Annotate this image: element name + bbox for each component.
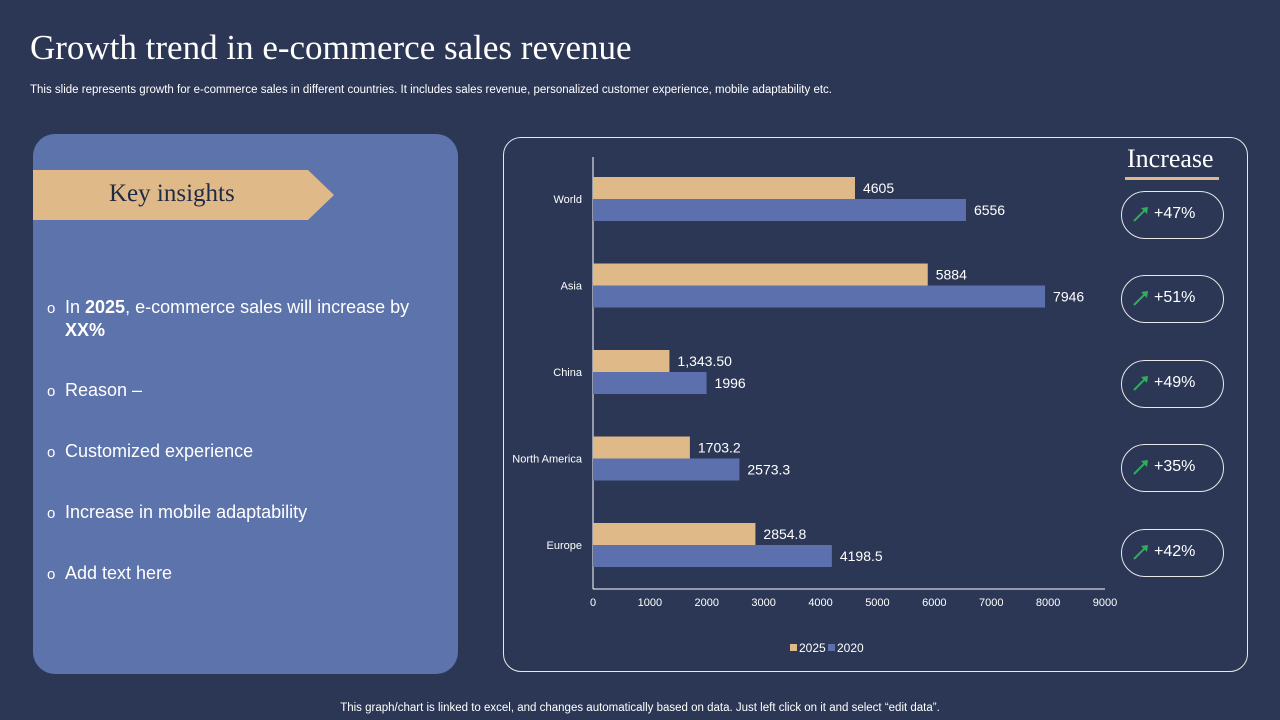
increase-pill-world: +47%	[1121, 191, 1224, 239]
y-category-label: Asia	[561, 281, 583, 293]
trend-up-icon	[1133, 460, 1148, 475]
insight-bullet-mobile: o Increase in mobile adaptability	[47, 501, 427, 524]
trend-up-icon	[1133, 291, 1148, 306]
bar-data-label: 1,343.50	[677, 353, 732, 369]
increase-pill-europe: +42%	[1121, 529, 1224, 577]
bar-data-label: 2854.8	[763, 526, 806, 542]
bar-data-label: 6556	[974, 202, 1005, 218]
bar-2020	[593, 458, 740, 481]
increase-value: +47%	[1154, 205, 1196, 222]
increase-pill-north-america: +35%	[1121, 444, 1224, 492]
chart-container[interactable]	[503, 137, 1248, 672]
insights-list: o In 2025, e-commerce sales will increase…	[47, 294, 427, 585]
bar-data-label: 5884	[936, 267, 967, 283]
trend-up-icon	[1133, 545, 1148, 560]
insight-bullet-customized: o Customized experience	[47, 440, 427, 463]
trend-up-icon	[1133, 207, 1148, 222]
bar-2020	[593, 199, 966, 221]
legend-label-2025: 2025	[799, 641, 826, 655]
increase-value: +42%	[1154, 543, 1196, 560]
bar-2020	[593, 285, 1046, 308]
bullet-marker: o	[47, 444, 56, 461]
bar-2020	[593, 372, 707, 394]
bar-data-label: 2573.3	[747, 462, 790, 478]
banner-arrow-shape	[33, 170, 334, 220]
key-insights-panel: Key insights o In 2025, e-commerce sales …	[33, 134, 458, 674]
x-tick-label: 8000	[1036, 597, 1060, 609]
x-tick-label: 9000	[1093, 597, 1117, 609]
page-subtitle: This slide represents growth for e-comme…	[30, 84, 832, 96]
key-insights-heading: Key insights	[109, 180, 235, 207]
bar-data-label: 7946	[1053, 289, 1084, 305]
bullet-marker: o	[47, 505, 56, 522]
bullet-year: 2025	[85, 297, 126, 317]
x-tick-label: 7000	[979, 597, 1003, 609]
bar-data-label: 1703.2	[698, 440, 741, 456]
increase-value: +49%	[1154, 374, 1196, 391]
increase-value: +35%	[1154, 458, 1196, 475]
y-category-label: North America	[512, 454, 583, 466]
bullet-text: Increase in mobile adaptability	[65, 502, 308, 522]
x-tick-label: 6000	[922, 597, 946, 609]
x-tick-label: 2000	[695, 597, 719, 609]
insight-bullet-add-text: o Add text here	[47, 562, 427, 585]
y-category-label: World	[553, 194, 582, 206]
increase-title: Increase	[1127, 144, 1214, 173]
x-tick-label: 0	[590, 597, 596, 609]
bar-2025	[593, 350, 670, 372]
increase-value: +51%	[1154, 289, 1196, 306]
bar-data-label: 4198.5	[840, 548, 883, 564]
bullet-marker: o	[47, 383, 56, 400]
increase-underline	[1125, 177, 1219, 180]
bar-2025	[593, 263, 928, 286]
page-title: Growth trend in e-commerce sales revenue	[30, 28, 632, 67]
legend-label-2020: 2020	[837, 641, 864, 655]
footer-note: This graph/chart is linked to excel, and…	[340, 702, 940, 714]
bar-2025	[593, 436, 690, 459]
insight-bullet-reason: o Reason –	[47, 379, 427, 402]
legend-swatch-2020	[828, 644, 835, 651]
bullet-text: , e-commerce sales will increase by	[125, 297, 410, 317]
x-tick-label: 5000	[865, 597, 889, 609]
bullet-marker: o	[47, 300, 56, 317]
y-category-label: China	[553, 367, 583, 379]
trend-up-icon	[1133, 376, 1148, 391]
key-insights-banner: Key insights	[33, 170, 334, 220]
legend-swatch-2025	[790, 644, 797, 651]
bar-data-label: 4605	[863, 180, 894, 196]
bar-2025	[593, 523, 756, 545]
bullet-text: Customized experience	[65, 441, 254, 461]
bar-data-label: 1996	[715, 375, 746, 391]
bullet-text: Add text here	[65, 563, 173, 583]
x-tick-label: 3000	[751, 597, 775, 609]
bullet-text: Reason –	[65, 380, 143, 400]
x-tick-label: 4000	[808, 597, 832, 609]
increase-pill-china: +49%	[1121, 360, 1224, 408]
bullet-percent: XX%	[65, 320, 106, 340]
bar-2020	[593, 545, 832, 567]
bullet-text: In	[65, 297, 86, 317]
bullet-marker: o	[47, 566, 56, 583]
bar-2025	[593, 177, 855, 199]
x-tick-label: 1000	[638, 597, 662, 609]
increase-pill-asia: +51%	[1121, 275, 1224, 323]
insight-bullet-forecast: o In 2025, e-commerce sales will increase…	[47, 296, 427, 342]
y-category-label: Europe	[547, 540, 582, 552]
